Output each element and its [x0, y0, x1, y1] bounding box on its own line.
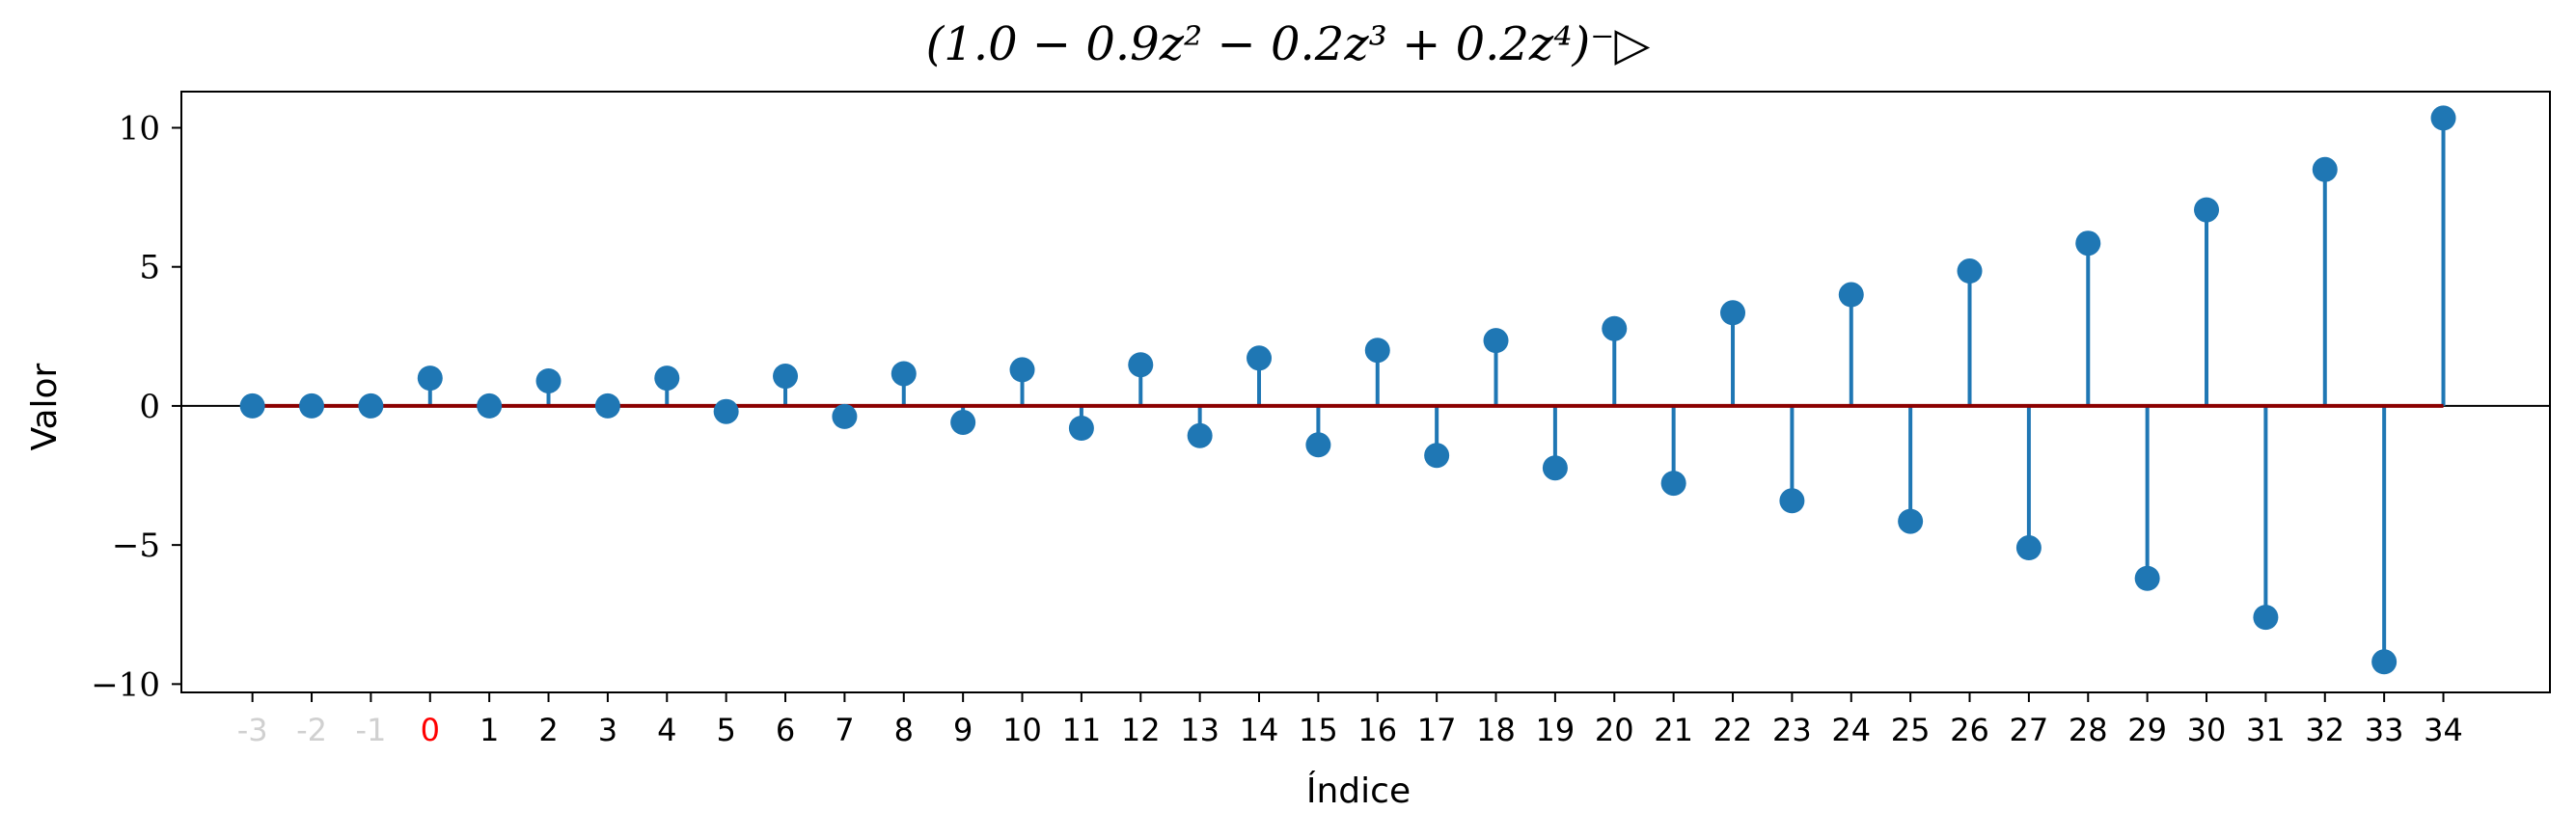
stem-marker: [2015, 535, 2042, 561]
stem-marker: [2194, 197, 2220, 223]
stem-marker: [239, 392, 265, 419]
stem-marker: [1898, 508, 1924, 534]
x-tick-label: 20: [1595, 712, 1634, 748]
stem-marker: [1957, 258, 1983, 284]
x-tick-label: 14: [1240, 712, 1279, 748]
x-tick-label: -3: [237, 712, 268, 748]
x-tick-label: 1: [480, 712, 499, 748]
stem-marker: [1602, 315, 1628, 341]
stem-marker: [594, 392, 620, 419]
stem-marker: [1779, 488, 1805, 514]
stem-marker: [477, 392, 503, 419]
stem-marker: [1009, 357, 1035, 383]
x-tick-label: 8: [894, 712, 914, 748]
x-tick-label: 10: [1002, 712, 1042, 748]
x-tick-label: 18: [1476, 712, 1516, 748]
x-tick-label: 15: [1299, 712, 1338, 748]
x-tick-label: 12: [1121, 712, 1161, 748]
stem-marker: [1247, 345, 1273, 371]
x-tick-label: 29: [2127, 712, 2167, 748]
stem-marker: [2312, 156, 2338, 182]
x-tick-label: 24: [1831, 712, 1871, 748]
stem-marker: [1838, 282, 1864, 308]
y-tick-label: 5: [139, 249, 160, 287]
x-tick-label: 17: [1417, 712, 1457, 748]
y-axis-ticks: −10 −5 0 5 10: [91, 109, 181, 704]
stem-marker: [535, 367, 562, 393]
x-tick-label: 28: [2069, 712, 2108, 748]
stem-marker: [2253, 605, 2279, 631]
x-tick-label: 0: [421, 712, 440, 748]
x-tick-label: 33: [2365, 712, 2404, 748]
stem-marker: [950, 409, 976, 435]
stem-marker: [713, 398, 739, 424]
stem-marker: [1720, 300, 1746, 326]
x-tick-label: 11: [1062, 712, 1102, 748]
stem-marker: [1483, 328, 1509, 354]
stem-marker: [1660, 471, 1686, 497]
x-tick-label: 9: [953, 712, 973, 748]
stem-marker: [1068, 415, 1094, 441]
y-axis-label: Valor: [25, 363, 65, 450]
stem-marker: [1305, 432, 1331, 458]
x-tick-label: 16: [1357, 712, 1397, 748]
x-tick-label: 34: [2424, 712, 2463, 748]
x-tick-label: 27: [2010, 712, 2049, 748]
x-tick-label: 3: [598, 712, 617, 748]
stem-marker: [654, 365, 680, 392]
y-tick-label: −10: [91, 665, 160, 704]
x-tick-label: 21: [1654, 712, 1693, 748]
x-axis-label: Índice: [1306, 771, 1411, 811]
x-tick-label: 32: [2305, 712, 2344, 748]
stem-marker: [891, 361, 917, 387]
stem-marker: [2075, 230, 2101, 257]
stem-marker: [1424, 443, 1450, 469]
stem-marker: [1542, 455, 1568, 481]
chart-title: (1.0 − 0.9z² − 0.2z³ + 0.2z⁴)⁻▷: [925, 17, 1651, 71]
stem-marker: [299, 392, 325, 419]
x-tick-label: -1: [355, 712, 386, 748]
x-tick-label: 19: [1536, 712, 1576, 748]
x-tick-label: 5: [716, 712, 735, 748]
plot-area: [180, 91, 2551, 693]
stem-marker: [1187, 422, 1213, 448]
x-tick-label: 31: [2246, 712, 2286, 748]
stem-marker: [773, 364, 799, 390]
y-tick-label: −5: [112, 527, 160, 565]
stem-marker: [2134, 565, 2160, 591]
stem-marker: [1128, 352, 1154, 378]
x-tick-label: -2: [296, 712, 327, 748]
stem-marker: [2430, 105, 2456, 131]
x-tick-label: 26: [1950, 712, 1989, 748]
stem-marker: [417, 365, 443, 392]
stem-marker: [358, 392, 384, 419]
x-axis-ticks: -3 -2 -1 0 1 2 3 4 5 6 7 8 9 10 11 12 13 14 15 16 17 18 19 20 21…: [237, 692, 2463, 748]
stem-marker: [832, 403, 858, 429]
stem-marker: [2371, 649, 2398, 675]
x-tick-label: 6: [776, 712, 795, 748]
x-tick-label: 25: [1891, 712, 1931, 748]
plot-frame: [180, 91, 2551, 693]
y-tick-label: 10: [119, 109, 160, 148]
x-tick-label: 13: [1180, 712, 1219, 748]
x-tick-label: 30: [2187, 712, 2227, 748]
stem-marker: [1364, 338, 1390, 364]
x-tick-label: 4: [657, 712, 676, 748]
x-tick-label: 2: [538, 712, 558, 748]
x-tick-label: 23: [1772, 712, 1812, 748]
y-tick-label: 0: [139, 388, 160, 426]
x-tick-label: 22: [1713, 712, 1753, 748]
x-tick-label: 7: [835, 712, 854, 748]
